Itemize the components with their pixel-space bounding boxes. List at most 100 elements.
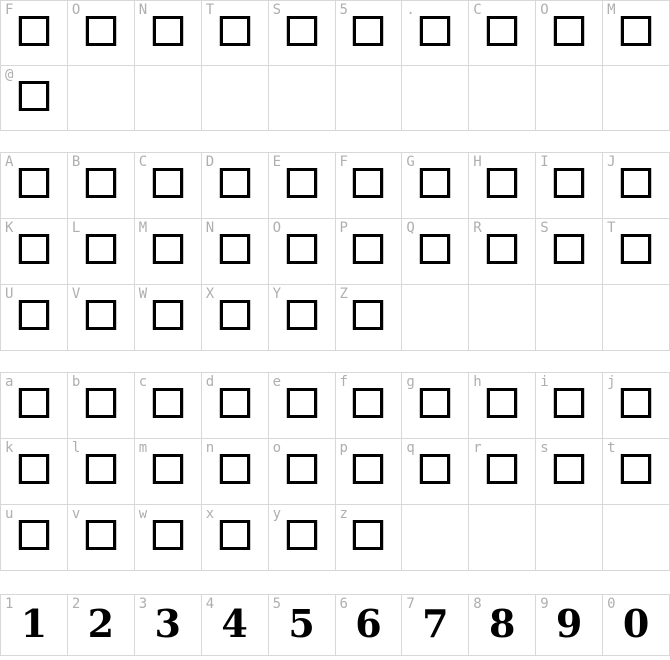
glyph-cell: @ [1, 66, 68, 131]
glyph-cell: k [1, 439, 68, 505]
glyph-cell: F [335, 153, 403, 219]
notdef-box-icon [85, 234, 116, 264]
cell-char-label: c [138, 374, 148, 390]
notdef-box-icon [152, 16, 183, 46]
notdef-box-icon [152, 234, 183, 264]
notdef-box-icon [353, 300, 384, 330]
cell-char-label: . [406, 2, 415, 18]
digit-glyph: 1 [20, 601, 48, 646]
cell-char-label: k [5, 440, 14, 456]
notdef-box-icon [353, 520, 384, 550]
cell-char-label: A [5, 154, 14, 170]
notdef-box-icon [621, 168, 652, 198]
glyph-cell: u [1, 505, 68, 571]
glyph-cell: O [268, 219, 336, 285]
notdef-box-icon [353, 16, 384, 46]
glyph-cell: p [335, 439, 403, 505]
cell-char-label: 0 [607, 596, 616, 612]
notdef-box-icon [152, 168, 183, 198]
cell-char-label: a [5, 374, 14, 390]
cell-char-label: 9 [540, 596, 549, 612]
glyph-cell: l [67, 439, 135, 505]
glyph-cell: h [469, 373, 537, 439]
cell-char-label: y [272, 506, 282, 522]
cell-char-label: K [5, 220, 14, 236]
glyph-cell: i [536, 373, 604, 439]
cell-char-label: J [607, 154, 616, 170]
notdef-box-icon [219, 234, 250, 264]
cell-char-label: z [339, 506, 348, 522]
glyph-cell: D [201, 153, 269, 219]
notdef-box-icon [18, 520, 49, 550]
notdef-box-icon [621, 388, 652, 418]
cell-char-label: T [205, 2, 215, 18]
cell-char-label: G [406, 154, 415, 170]
cell-char-label: t [607, 440, 616, 456]
glyph-cell: A [1, 153, 68, 219]
empty-cell [603, 66, 670, 131]
digit-glyph: 9 [555, 601, 583, 646]
cell-char-label: I [540, 154, 549, 170]
glyph-cell: r [469, 439, 537, 505]
glyph-cell: m [134, 439, 202, 505]
empty-cell [134, 66, 202, 131]
glyph-cell: g [402, 373, 470, 439]
notdef-box-icon [18, 388, 49, 418]
empty-cell [469, 66, 537, 131]
notdef-box-icon [18, 300, 49, 330]
cell-char-label: O [540, 2, 549, 18]
notdef-box-icon [420, 234, 451, 264]
glyph-cell: j [603, 373, 670, 439]
notdef-box-icon [554, 388, 585, 418]
glyph-cell: S [268, 1, 336, 66]
notdef-box-icon [286, 16, 317, 46]
glyph-cell: U [1, 285, 68, 351]
notdef-box-icon [219, 168, 250, 198]
cell-char-label: v [71, 506, 81, 522]
cell-char-label: N [138, 2, 148, 18]
glyph-cell: T [603, 219, 670, 285]
cell-char-label: 2 [71, 596, 81, 612]
glyph-cell: a [1, 373, 68, 439]
empty-cell [469, 505, 537, 571]
glyph-cell: o [268, 439, 336, 505]
notdef-box-icon [18, 81, 49, 111]
cell-char-label: p [339, 440, 348, 456]
notdef-box-icon [353, 454, 384, 484]
cell-char-label: M [138, 220, 148, 236]
empty-cell [201, 66, 269, 131]
cell-char-label: 7 [406, 596, 415, 612]
glyph-cell: e [268, 373, 336, 439]
glyph-cell: I [536, 153, 604, 219]
notdef-box-icon [85, 454, 116, 484]
notdef-box-icon [487, 168, 518, 198]
cell-char-label: X [205, 286, 215, 302]
cell-char-label: O [71, 2, 81, 18]
cell-char-label: Z [339, 286, 348, 302]
notdef-box-icon [219, 16, 250, 46]
cell-char-label: H [473, 154, 482, 170]
digit-glyph: 7 [422, 601, 449, 646]
cell-char-label: i [540, 374, 549, 390]
notdef-box-icon [219, 454, 250, 484]
glyph-cell: q [402, 439, 470, 505]
notdef-box-icon [286, 388, 317, 418]
notdef-box-icon [85, 388, 116, 418]
notdef-box-icon [554, 234, 585, 264]
digit-glyph: 4 [221, 601, 248, 646]
notdef-box-icon [85, 520, 116, 550]
empty-cell [402, 505, 470, 571]
glyph-cell: v [67, 505, 135, 571]
glyph-cell: s [536, 439, 604, 505]
cell-char-label: M [607, 2, 616, 18]
notdef-box-icon [554, 168, 585, 198]
glyph-cell: T [201, 1, 269, 66]
empty-cell [402, 66, 470, 131]
cell-char-label: u [5, 506, 14, 522]
cell-char-label: S [272, 2, 282, 18]
cell-char-label: L [71, 220, 81, 236]
